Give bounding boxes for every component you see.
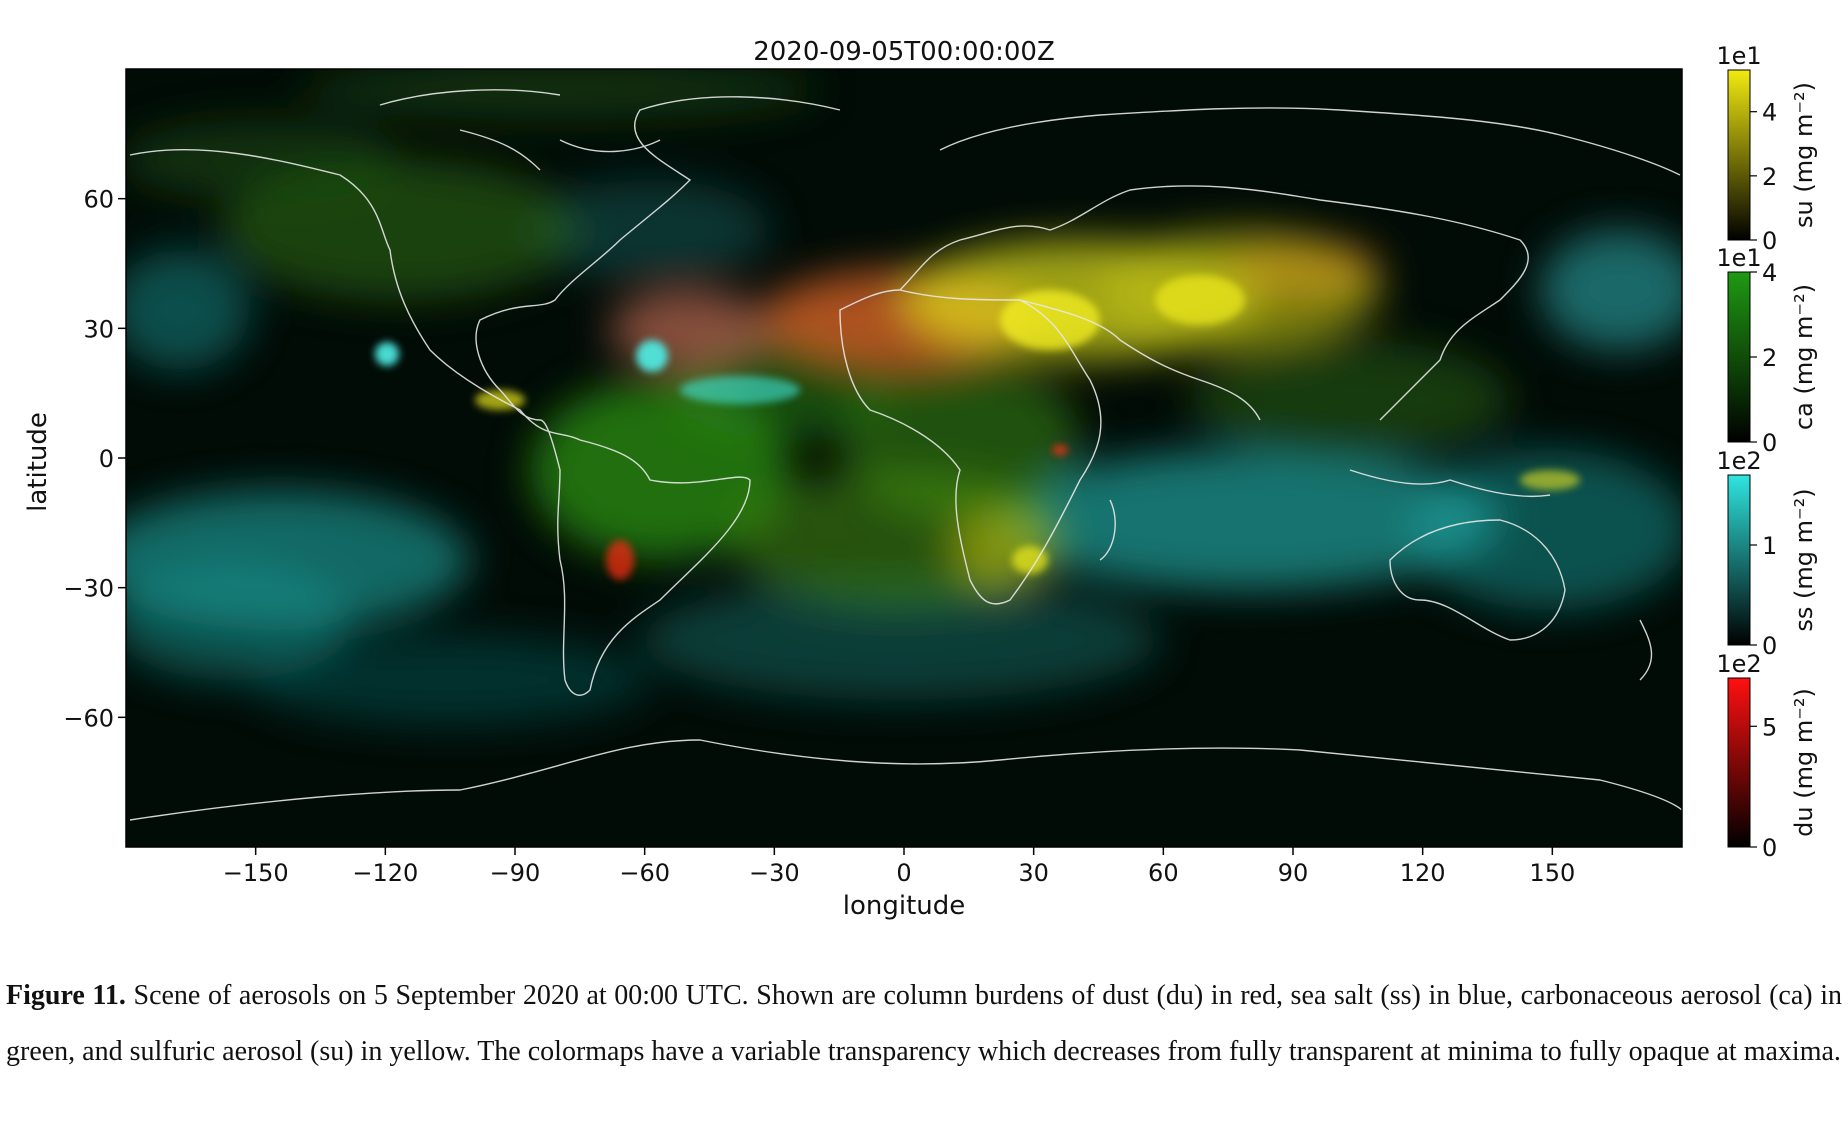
colorbar-du: 0 5 1e2 du (mg m⁻²): [1716, 650, 1818, 862]
x-tick-label: −30: [749, 859, 800, 887]
colorbar-tick-label: 4: [1762, 259, 1777, 287]
colorbar-multiplier: 1e2: [1716, 447, 1761, 475]
y-axis-label: latitude: [23, 412, 53, 512]
x-tick-label: 60: [1148, 859, 1179, 887]
colorbar-gradient: [1727, 271, 1751, 443]
colorbar-tick-label: 0: [1762, 834, 1777, 862]
aerosol-map-figure: 2020-09-05T00:00:00Z: [23, 37, 1818, 921]
colorbar-multiplier: 1e1: [1716, 244, 1761, 272]
y-tick-label: 30: [83, 315, 114, 343]
x-tick-label: 30: [1018, 859, 1049, 887]
caption-text: Scene of aerosols on 5 September 2020 at…: [6, 980, 1843, 1067]
y-tick-label: −60: [63, 704, 114, 732]
colorbar-tick-label: 2: [1762, 163, 1777, 191]
x-tick-label: 0: [896, 859, 911, 887]
x-axis: −150 −120 −90 −60 −30 0 30 60 90 120 150: [223, 847, 1575, 887]
figure-caption: Figure 11. Scene of aerosols on 5 Septem…: [6, 968, 1842, 1080]
colorbar-tick-label: 0: [1762, 632, 1777, 660]
colorbar-multiplier: 1e2: [1716, 650, 1761, 678]
y-tick-label: 0: [99, 445, 114, 473]
colorbar-tick-label: 0: [1762, 227, 1777, 255]
colorbar-ss: 0 1 1e2 ss (mg m⁻²): [1716, 447, 1818, 660]
plot-title: 2020-09-05T00:00:00Z: [753, 37, 1055, 67]
colorbar-tick-label: 5: [1762, 713, 1777, 741]
y-axis: 60 30 0 −30 −60: [63, 186, 126, 732]
x-tick-label: −120: [352, 859, 418, 887]
colorbar-label: ss (mg m⁻²): [1790, 488, 1818, 631]
x-tick-label: −90: [490, 859, 541, 887]
aerosol-map: [126, 69, 1682, 847]
colorbar-tick-label: 4: [1762, 99, 1777, 127]
colorbar-tick-label: 2: [1762, 344, 1777, 372]
colorbar-label: ca (mg m⁻²): [1790, 284, 1818, 430]
x-tick-label: 90: [1278, 859, 1309, 887]
colorbar-gradient: [1727, 69, 1751, 241]
figure: 2020-09-05T00:00:00Z: [23, 37, 1818, 921]
colorbar-label: du (mg m⁻²): [1790, 688, 1818, 837]
x-tick-label: 150: [1529, 859, 1575, 887]
caption-label: Figure 11.: [6, 980, 126, 1011]
coastlines: [129, 89, 1682, 821]
colorbar-gradient: [1727, 677, 1751, 848]
colorbar-su: 0 2 4 1e1 su (mg m⁻²): [1716, 42, 1818, 255]
colorbar-tick-label: 1: [1762, 532, 1777, 560]
x-tick-label: 120: [1400, 859, 1446, 887]
colorbar-gradient: [1727, 474, 1751, 646]
y-tick-label: 60: [83, 186, 114, 214]
colorbar-multiplier: 1e1: [1716, 42, 1761, 70]
x-axis-label: longitude: [843, 891, 966, 921]
colorbar-label: su (mg m⁻²): [1790, 82, 1818, 228]
y-tick-label: −30: [63, 575, 114, 603]
x-tick-label: −60: [619, 859, 670, 887]
colorbar-tick-label: 0: [1762, 429, 1777, 457]
x-tick-label: −150: [223, 859, 289, 887]
